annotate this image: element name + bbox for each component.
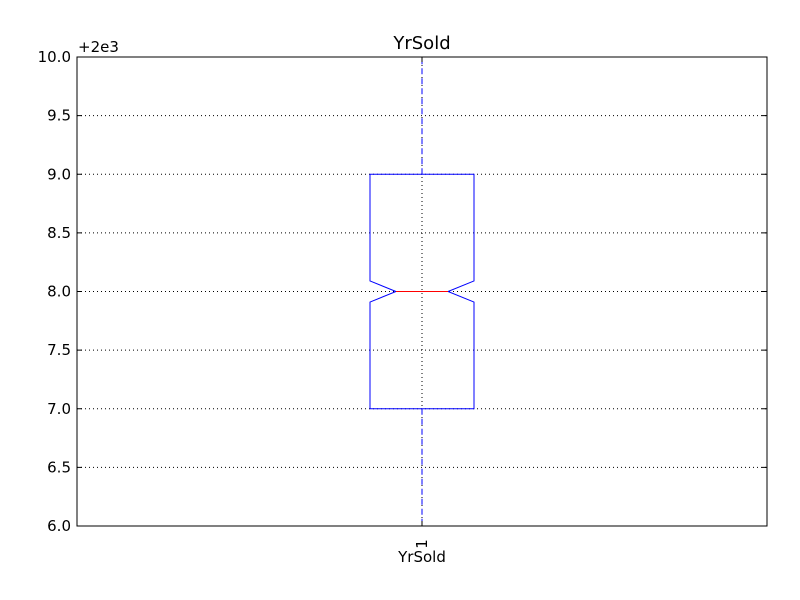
tick-layer: 6.0 6.5 7.0 7.5 8.0 8.5 9.0 9.5 10.0 1 bbox=[38, 48, 767, 549]
y-tick-label: 6.0 bbox=[47, 517, 71, 535]
box-body bbox=[369, 173, 475, 410]
chart-title: YrSold bbox=[392, 33, 450, 54]
y-tick-label: 8.5 bbox=[47, 224, 71, 242]
x-tick-label: 1 bbox=[413, 539, 431, 549]
y-tick-label: 7.0 bbox=[47, 400, 71, 418]
x-axis-label: YrSold bbox=[397, 548, 446, 566]
y-tick-label: 9.0 bbox=[47, 165, 71, 183]
y-offset-label: +2e3 bbox=[78, 38, 119, 56]
y-tick-label: 10.0 bbox=[38, 48, 71, 66]
y-tick-label: 8.0 bbox=[47, 283, 71, 301]
y-tick-label: 6.5 bbox=[47, 458, 71, 476]
y-tick-label: 7.5 bbox=[47, 341, 71, 359]
y-tick-label: 9.5 bbox=[47, 107, 71, 125]
